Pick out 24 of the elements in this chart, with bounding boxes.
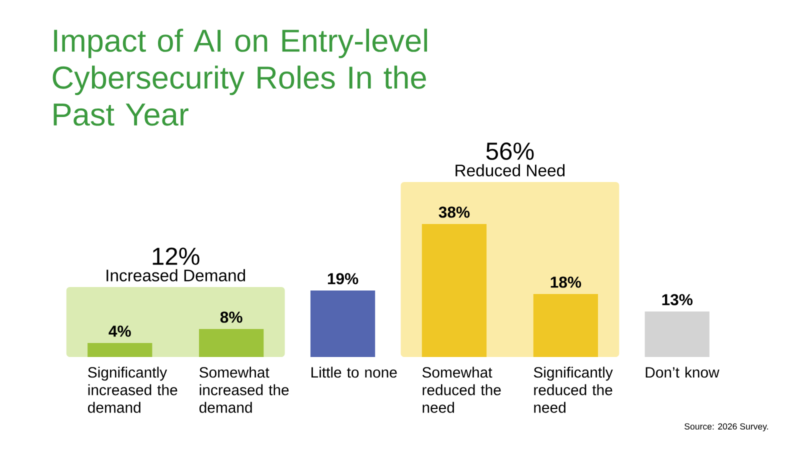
x-tick-label: Somewhat increased the demand: [199, 366, 289, 413]
data-label: 19%: [328, 273, 358, 284]
source-note: Source: 2026 Survey.: [684, 423, 768, 432]
text: 56%: [486, 142, 534, 160]
bar: [644, 312, 710, 357]
bar: [199, 329, 264, 357]
band-label: Increased Demand: [106, 269, 246, 282]
x-tick-label: Significantly increased the demand: [88, 366, 178, 413]
x-tick-label: Little to none: [311, 366, 397, 378]
bar: [533, 294, 598, 357]
bar: [310, 290, 376, 357]
band-label: Reduced Need: [456, 164, 565, 176]
data-label: 4%: [108, 326, 131, 337]
data-label: 8%: [220, 312, 242, 323]
chart-title: Impact of AI on Entry-level Cybersecurity Roles In the Past Year: [52, 28, 428, 126]
data-label: 13%: [662, 294, 693, 306]
x-tick-label: Somewhat reduced the need: [422, 366, 501, 413]
bar: [88, 343, 152, 357]
x-tick-label: Don’t know: [646, 366, 720, 378]
data-label: 18%: [550, 276, 582, 288]
annotation: 12%: [152, 248, 200, 265]
x-tick-label: Significantly reduced the need: [534, 366, 613, 413]
data-label: 38%: [438, 206, 470, 218]
bar: [422, 224, 487, 357]
